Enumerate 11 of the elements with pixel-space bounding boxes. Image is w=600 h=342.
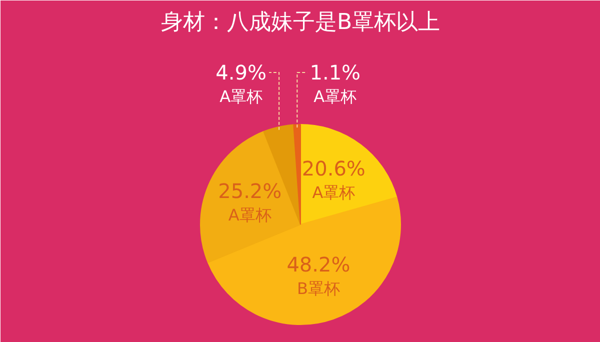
data-label: 4.9% <box>216 60 266 84</box>
data-label: 1.1% <box>310 60 361 84</box>
data-label: 25.2% <box>218 178 282 203</box>
slice-label: A罩杯 <box>220 87 263 106</box>
slice-label: B罩杯 <box>296 278 340 298</box>
chart-title: 身材：八成妹子是B罩杯以上 <box>160 10 440 35</box>
slice-label: A罩杯 <box>228 205 272 224</box>
data-label: 48.2% <box>286 252 350 276</box>
slice-label: A罩杯 <box>314 87 357 106</box>
slice-label: A罩杯 <box>312 183 356 202</box>
data-label: 20.6% <box>302 156 366 181</box>
